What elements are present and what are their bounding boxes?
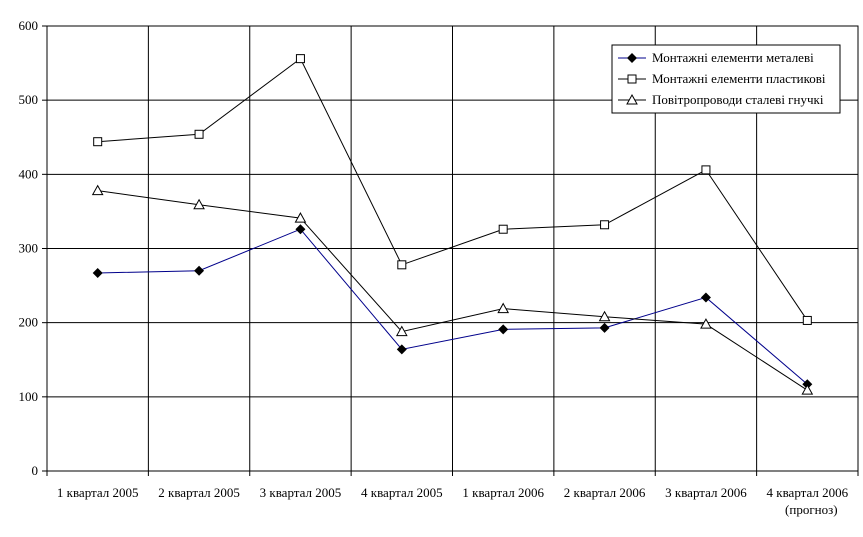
x-tick-label: 4 квартал 2006: [767, 485, 849, 500]
series-1: [93, 54, 812, 325]
series-line: [97, 57, 808, 321]
legend-item-steel: Повітропроводи сталеві гнучкі: [618, 92, 824, 107]
series-line: [97, 190, 808, 391]
y-tick-label: 600: [19, 18, 39, 33]
data-point: [91, 184, 104, 196]
data-point: [801, 384, 814, 395]
x-tick-label: 4 квартал 2005: [361, 485, 443, 500]
legend-label-plastic: Монтажні елементи пластикові: [652, 71, 826, 86]
data-point: [497, 302, 510, 314]
x-axis-ticks: 1 квартал 2005 2 квартал 2005 3 квартал 20…: [57, 485, 849, 517]
data-point: [193, 198, 205, 210]
data-point: [396, 344, 407, 355]
y-tick-label: 0: [32, 463, 39, 478]
x-tick-label: 2 квартал 2005: [158, 485, 240, 500]
y-tick-label: 400: [19, 166, 39, 181]
data-point: [194, 265, 205, 276]
y-tick-label: 200: [19, 315, 39, 330]
chart-series: [91, 54, 814, 395]
data-point: [700, 318, 712, 329]
x-tick-label: 3 квартал 2005: [260, 485, 342, 500]
legend-label-metal: Монтажні елементи металеві: [652, 50, 814, 65]
data-point: [295, 54, 305, 64]
legend-box: [611, 44, 841, 114]
legend-item-metal: Монтажні елементи металеві: [618, 50, 814, 65]
data-point: [194, 129, 204, 139]
legend-item-plastic: Монтажні елементи пластикові: [618, 71, 826, 86]
data-point: [294, 212, 307, 223]
y-tick-label: 500: [19, 92, 39, 107]
y-tick-label: 100: [19, 389, 39, 404]
data-point: [598, 310, 611, 322]
series-2: [91, 184, 814, 395]
legend-square-icon: [627, 74, 637, 84]
x-tick-label: 1 квартал 2005: [57, 485, 139, 500]
x-tick-label: 2 квартал 2006: [564, 485, 646, 500]
x-tick-label: 1 квартал 2006: [462, 485, 544, 500]
chart-grid: [42, 25, 859, 476]
series-line: [97, 228, 808, 385]
data-point: [93, 137, 103, 147]
series-0: [92, 224, 813, 390]
data-point: [802, 315, 812, 325]
data-point: [600, 220, 610, 230]
data-point: [397, 260, 407, 270]
data-point: [498, 324, 509, 335]
data-point: [295, 224, 306, 235]
legend-label-steel: Повітропроводи сталеві гнучкі: [652, 92, 824, 107]
legend: Монтажні елементи металеві Монтажні елем…: [611, 44, 841, 114]
y-tick-label: 300: [19, 241, 39, 256]
data-point: [700, 292, 711, 303]
data-point: [395, 325, 408, 337]
data-point: [92, 267, 103, 278]
data-point: [498, 224, 508, 234]
legend-diamond-icon: [627, 53, 637, 63]
y-axis-ticks: 0 100 200 300 400 500 600: [19, 18, 39, 478]
data-point: [599, 322, 610, 333]
x-tick-sublabel: (прогноз): [785, 502, 838, 517]
data-point: [701, 165, 711, 175]
x-tick-label: 3 квартал 2006: [665, 485, 747, 500]
legend-triangle-icon: [626, 93, 638, 105]
